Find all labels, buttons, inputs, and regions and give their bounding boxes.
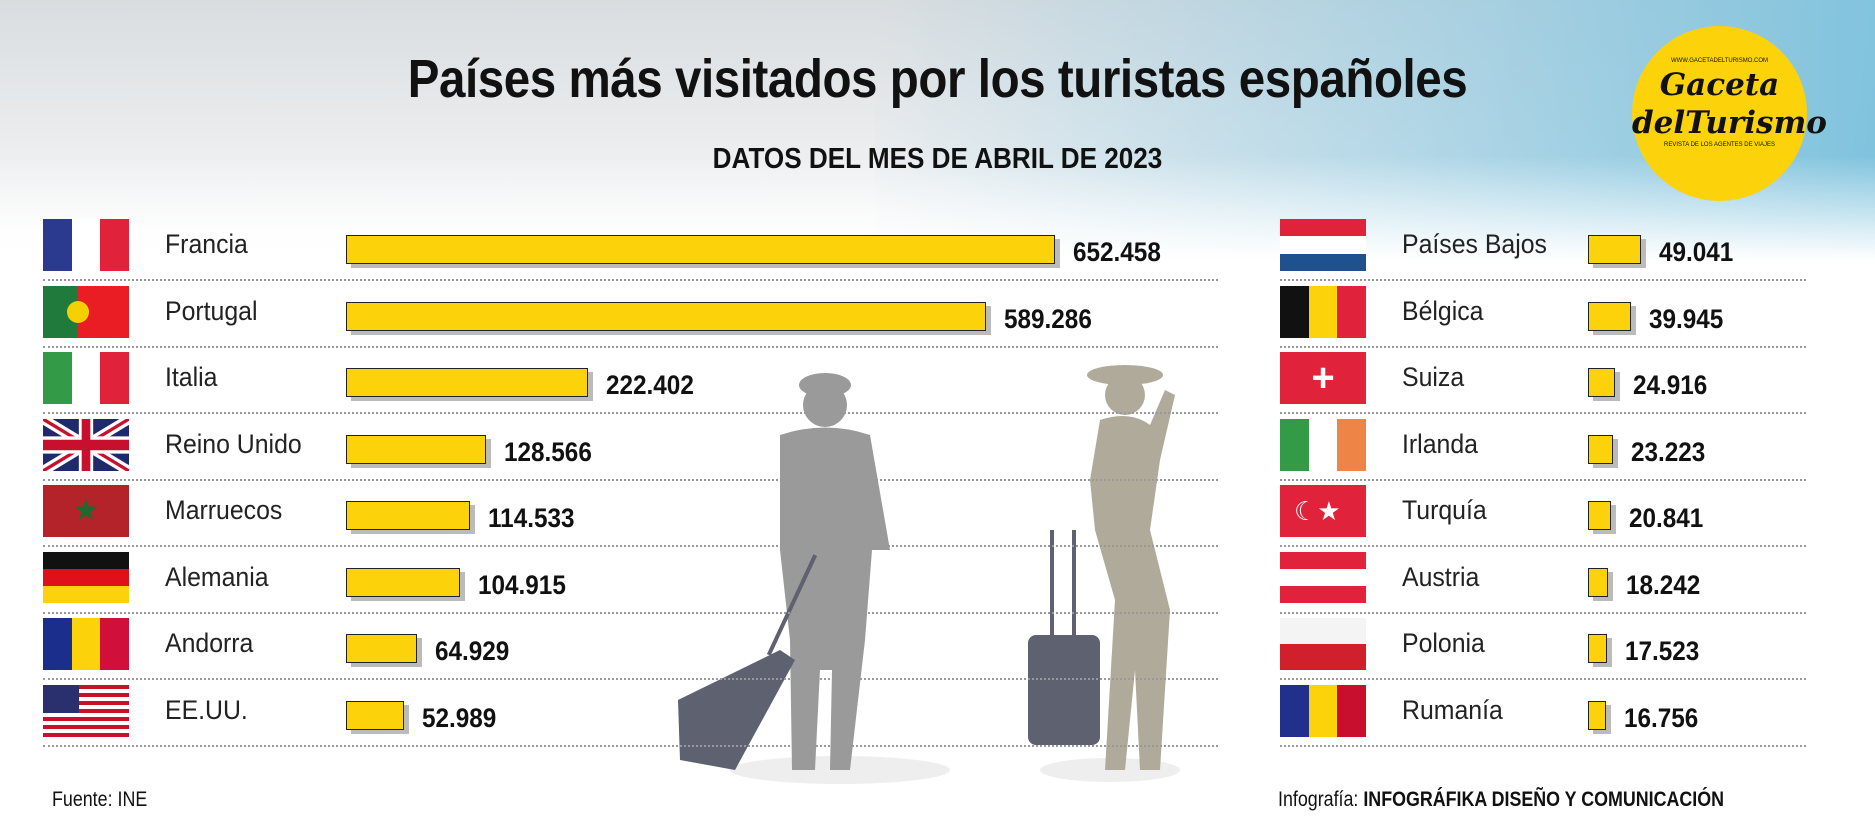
value-label: 17.523	[1625, 636, 1700, 666]
bar-andorra	[346, 634, 417, 663]
bar-ruman-a	[1588, 700, 1607, 730]
country-label: Italia	[165, 362, 218, 392]
bar-pa-ses-bajos	[1588, 235, 1642, 264]
flag-uk-icon	[43, 418, 129, 471]
country-label: Portugal	[165, 295, 258, 326]
bar-polonia	[1588, 634, 1608, 663]
bar-italia	[346, 368, 588, 397]
man-silhouette	[780, 373, 890, 770]
country-label: Países Bajos	[1402, 229, 1547, 259]
value-label: 104.915	[478, 569, 566, 600]
value-label: 18.242	[1625, 569, 1701, 600]
flag-usa-icon	[43, 684, 129, 737]
logo-name-2: delTurismo	[1632, 105, 1827, 141]
flag-andorra-icon	[43, 618, 129, 670]
bar-irlanda	[1588, 434, 1614, 464]
bar-turqu-a	[1588, 501, 1611, 530]
credit: Infografía: INFOGRÁFIKA DISEÑO Y COMUNIC…	[1278, 788, 1724, 812]
country-label: Rumanía	[1402, 694, 1503, 725]
flag-morocco-icon: ★	[43, 485, 129, 537]
row-divider	[43, 678, 1218, 680]
row-divider	[43, 611, 1218, 614]
flag-italy-icon	[43, 352, 129, 404]
bar-b-lgica	[1588, 301, 1632, 331]
flag-france-icon	[43, 219, 129, 271]
value-label: 222.402	[605, 370, 694, 400]
woman-suitcase	[1028, 530, 1100, 745]
traveler-silhouettes	[678, 365, 1180, 784]
country-label: Turquía	[1402, 495, 1487, 525]
background-fade	[0, 0, 1875, 260]
country-label: Irlanda	[1402, 428, 1478, 459]
flag-switzerland-icon: +	[1280, 352, 1366, 404]
country-label: Bélgica	[1402, 295, 1484, 326]
gaceta-del-turismo-logo: WWW.GACETADELTURISMO.COM Gaceta delTuris…	[1632, 26, 1827, 201]
bar-austria	[1588, 567, 1608, 597]
bar-ee-uu-	[346, 700, 404, 730]
flag-austria-icon	[1280, 551, 1366, 604]
value-label: 23.223	[1631, 436, 1706, 467]
bar-francia	[346, 235, 1055, 264]
country-label: Marruecos	[165, 495, 283, 525]
flag-netherlands-icon	[1280, 219, 1366, 271]
row-divider	[1280, 279, 1806, 281]
value-label: 24.916	[1633, 370, 1708, 400]
value-label: 114.533	[488, 503, 575, 533]
credit-label: Infografía:	[1278, 788, 1359, 811]
row-divider	[1280, 345, 1806, 348]
logo-tagline: REVISTA DE LOS AGENTES DE VIAJES	[1664, 142, 1775, 148]
value-label: 128.566	[503, 436, 592, 467]
flag-turkey-icon: ☾★	[1280, 485, 1366, 537]
flag-romania-icon	[1280, 684, 1366, 737]
flag-belgium-icon	[1280, 285, 1366, 338]
bar-marruecos	[346, 501, 471, 530]
country-label: Andorra	[165, 628, 254, 658]
row-divider	[1280, 478, 1806, 481]
row-divider	[43, 412, 1218, 414]
country-label: EE.UU.	[165, 694, 248, 725]
bar-suiza	[1588, 368, 1616, 397]
row-divider	[43, 744, 1218, 747]
flag-poland-icon	[1280, 618, 1366, 670]
row-divider	[1280, 545, 1806, 547]
bar-portugal	[346, 301, 987, 331]
row-divider	[43, 345, 1218, 348]
bar-alemania	[346, 567, 460, 597]
country-label: Francia	[165, 229, 248, 259]
bar-reino-unido	[346, 434, 486, 464]
value-label: 20.841	[1628, 503, 1703, 533]
source-text: Fuente: INE	[52, 788, 148, 811]
chart-subtitle: DATOS DEL MES DE ABRIL DE 2023	[712, 143, 1163, 175]
country-label: Reino Unido	[165, 428, 302, 459]
man-suitcase	[678, 554, 818, 770]
value-label: 652.458	[1073, 237, 1161, 267]
row-divider	[1280, 412, 1806, 414]
value-label: 49.041	[1659, 237, 1734, 267]
country-label: Austria	[1402, 561, 1480, 592]
value-label: 52.989	[421, 702, 496, 733]
row-divider	[1280, 744, 1806, 747]
value-label: 16.756	[1624, 702, 1699, 733]
row-divider	[43, 545, 1218, 547]
flag-portugal-icon	[43, 285, 129, 338]
woman-silhouette	[1087, 365, 1175, 770]
logo-name-1: Gaceta	[1659, 67, 1780, 103]
value-label: 589.286	[1004, 303, 1093, 334]
value-label: 64.929	[434, 636, 509, 666]
value-label: 39.945	[1649, 303, 1724, 334]
country-label: Alemania	[165, 561, 269, 592]
logo-url: WWW.GACETADELTURISMO.COM	[1670, 58, 1769, 64]
row-divider	[43, 279, 1218, 281]
row-divider	[43, 478, 1218, 481]
chart-title: Países más visitados por los turistas es…	[407, 49, 1468, 109]
country-label: Polonia	[1402, 628, 1485, 658]
credit-name: INFOGRÁFIKA DISEÑO Y COMUNICACIÓN	[1363, 788, 1724, 811]
flag-ireland-icon	[1280, 418, 1366, 471]
flag-germany-icon	[43, 551, 129, 604]
country-label: Suiza	[1402, 362, 1465, 392]
row-divider	[1280, 678, 1806, 680]
row-divider	[1280, 611, 1806, 614]
